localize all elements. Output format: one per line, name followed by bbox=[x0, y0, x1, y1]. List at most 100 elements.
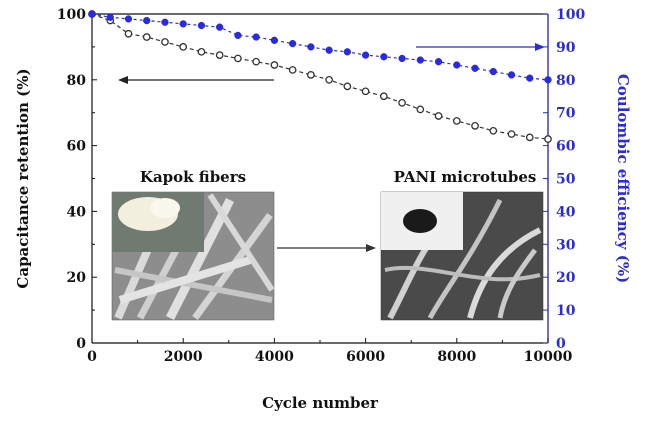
x-tick-label: 2000 bbox=[164, 349, 203, 365]
data-point-retention bbox=[343, 82, 352, 91]
y-left-tick-label: 80 bbox=[67, 73, 87, 89]
data-point-retention bbox=[361, 87, 370, 96]
pani-sample bbox=[403, 209, 437, 233]
inset-right-label: PANI microtubes bbox=[394, 168, 537, 186]
tube-3 bbox=[467, 227, 542, 319]
data-point-efficiency bbox=[489, 67, 497, 76]
data-point-efficiency bbox=[526, 74, 534, 82]
data-point-retention bbox=[252, 57, 261, 66]
data-point-retention bbox=[161, 38, 169, 46]
data-point-efficiency bbox=[234, 31, 242, 40]
x-tick-label: 10000 bbox=[524, 349, 573, 365]
data-point-retention bbox=[288, 66, 297, 74]
data-point-efficiency bbox=[143, 16, 151, 25]
data-point-retention bbox=[307, 71, 315, 79]
data-point-retention bbox=[489, 126, 498, 135]
y-right-axis-title: Coulombic efficiency (%) bbox=[614, 74, 632, 283]
data-point-retention bbox=[452, 117, 461, 125]
fiber-3 bbox=[165, 197, 235, 321]
fiber-7 bbox=[207, 193, 275, 292]
data-point-efficiency bbox=[343, 48, 352, 56]
y-left-tick-label: 60 bbox=[67, 139, 87, 155]
x-tick-label: 4000 bbox=[255, 349, 294, 365]
data-point-efficiency bbox=[288, 39, 297, 48]
data-point-efficiency bbox=[361, 51, 370, 59]
axes-layer: 0 2000 4000 6000 8000 10000020406080100010203… bbox=[14, 7, 632, 412]
y-left-axis-title: Capacitance retention (%) bbox=[14, 68, 32, 288]
data-point-retention bbox=[270, 61, 279, 69]
data-point-retention bbox=[179, 43, 188, 51]
y-right-tick-label: 80 bbox=[556, 73, 576, 89]
data-point-efficiency bbox=[161, 18, 169, 26]
data-point-efficiency bbox=[124, 15, 133, 23]
tube-5 bbox=[497, 248, 538, 319]
x-tick-label: 8000 bbox=[437, 349, 476, 365]
y-left-tick-label: 20 bbox=[67, 270, 87, 286]
series-line-left bbox=[91, 13, 549, 140]
y-right-tick-label: 50 bbox=[556, 172, 576, 188]
y-right-tick-label: 60 bbox=[556, 139, 576, 155]
right-series-arrow-head bbox=[535, 43, 545, 51]
y-left-tick-label: 40 bbox=[67, 204, 87, 220]
data-point-efficiency bbox=[179, 20, 187, 28]
data-point-efficiency bbox=[216, 23, 224, 31]
y-right-tick-label: 20 bbox=[556, 270, 576, 286]
data-point-retention bbox=[124, 29, 133, 38]
left-series-arrow-head bbox=[118, 76, 128, 84]
inset-transition-arrow bbox=[277, 244, 376, 252]
inset-kapok-fibers: Kapok fibers bbox=[111, 168, 275, 321]
y-right-tick-label: 0 bbox=[556, 336, 566, 352]
data-point-retention bbox=[215, 51, 224, 59]
kapok-cotton-highlight bbox=[150, 198, 180, 218]
x-axis-title: Cycle number bbox=[262, 394, 379, 412]
tube-4 bbox=[384, 265, 541, 282]
data-point-retention bbox=[234, 54, 242, 63]
data-point-efficiency bbox=[453, 61, 461, 69]
y-left-tick-label: 100 bbox=[57, 7, 86, 23]
y-right-tick-label: 40 bbox=[556, 204, 576, 220]
tube-2 bbox=[427, 198, 503, 320]
inset-left-label: Kapok fibers bbox=[140, 168, 246, 186]
data-point-efficiency bbox=[416, 56, 424, 64]
y-right-tick-label: 10 bbox=[556, 303, 576, 319]
data-point-efficiency bbox=[325, 46, 333, 54]
data-point-retention bbox=[325, 75, 333, 84]
data-point-efficiency bbox=[252, 33, 260, 41]
y-right-tick-label: 100 bbox=[556, 7, 585, 23]
data-point-efficiency bbox=[307, 43, 315, 51]
x-tick-label: 6000 bbox=[346, 349, 385, 365]
data-point-retention bbox=[544, 135, 552, 143]
series-direction-arrows bbox=[118, 43, 545, 84]
y-left-tick-label: 0 bbox=[76, 336, 86, 352]
y-right-tick-label: 70 bbox=[556, 106, 576, 122]
data-point-efficiency bbox=[88, 10, 96, 18]
series-layer bbox=[88, 10, 552, 143]
data-point-efficiency bbox=[197, 21, 206, 30]
data-point-efficiency bbox=[270, 36, 279, 44]
data-point-retention bbox=[398, 98, 406, 107]
data-point-retention bbox=[434, 112, 443, 120]
data-point-retention bbox=[416, 105, 425, 114]
data-point-retention bbox=[525, 133, 534, 142]
inset-pani-microtubes: PANI microtubes bbox=[380, 168, 544, 321]
data-point-efficiency bbox=[507, 71, 516, 79]
x-tick-label: 0 bbox=[87, 349, 97, 365]
fiber-5 bbox=[114, 267, 273, 303]
data-point-retention bbox=[379, 92, 388, 101]
data-point-efficiency bbox=[471, 64, 479, 72]
data-point-efficiency bbox=[544, 76, 552, 84]
inset-arrow-head bbox=[366, 244, 376, 252]
fiber-6 bbox=[118, 256, 252, 304]
y-right-tick-label: 30 bbox=[556, 237, 576, 253]
data-point-efficiency bbox=[398, 54, 406, 63]
data-point-efficiency bbox=[380, 53, 388, 61]
y-right-tick-label: 90 bbox=[556, 40, 576, 56]
data-point-retention bbox=[507, 130, 516, 138]
data-point-efficiency bbox=[106, 13, 114, 21]
insets-layer: Kapok fibers PANI microtubes bbox=[111, 43, 545, 321]
data-point-efficiency bbox=[434, 58, 443, 66]
data-point-retention bbox=[197, 47, 206, 56]
data-point-retention bbox=[471, 122, 479, 130]
data-point-retention bbox=[142, 33, 151, 41]
